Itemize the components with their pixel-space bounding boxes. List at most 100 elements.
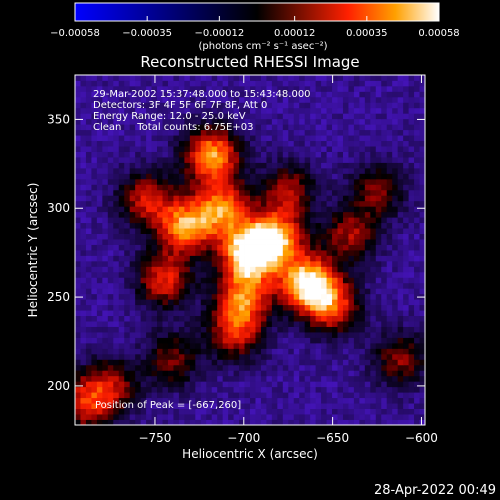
- heatmap-cell: [299, 271, 306, 278]
- heatmap-cell: [195, 337, 202, 344]
- heatmap-cell: [173, 211, 180, 218]
- colorbar-tick-label: −0.00012: [194, 28, 244, 39]
- heatmap-cell: [80, 288, 87, 295]
- heatmap-cell: [102, 195, 109, 202]
- heatmap-cell: [370, 342, 377, 349]
- heatmap-cell: [348, 135, 355, 142]
- heatmap-cell: [310, 277, 317, 284]
- heatmap-cell: [217, 255, 224, 262]
- heatmap-cell: [397, 96, 404, 103]
- heatmap-cell: [321, 239, 327, 245]
- heatmap-cell: [375, 255, 382, 262]
- heatmap-cell: [310, 304, 317, 311]
- heatmap-cell: [315, 310, 322, 317]
- heatmap-cell: [255, 375, 262, 382]
- heatmap-cell: [107, 277, 114, 284]
- heatmap-cell: [397, 102, 404, 109]
- heatmap-cell: [370, 173, 377, 180]
- heatmap-cell: [102, 178, 109, 185]
- heatmap-cell: [135, 228, 142, 234]
- heatmap-cell: [222, 260, 229, 267]
- heatmap-cell: [162, 189, 169, 196]
- heatmap-cell: [189, 102, 196, 109]
- heatmap-cell: [167, 370, 174, 377]
- heatmap-cell: [228, 375, 234, 382]
- heatmap-cell: [348, 91, 355, 98]
- heatmap-cell: [222, 315, 229, 322]
- heatmap-cell: [162, 195, 169, 202]
- heatmap-cell: [233, 250, 240, 256]
- heatmap-cell: [408, 124, 415, 131]
- heatmap-cell: [359, 85, 366, 92]
- heatmap-cell: [162, 332, 169, 338]
- heatmap-cell: [75, 189, 81, 196]
- heatmap-cell: [386, 414, 393, 420]
- heatmap-cell: [146, 271, 152, 278]
- heatmap-cell: [146, 244, 152, 251]
- heatmap-cell: [146, 403, 152, 409]
- heatmap-cell: [370, 293, 377, 300]
- heatmap-cell: [146, 217, 152, 224]
- heatmap-cell: [173, 310, 180, 317]
- heatmap-cell: [255, 195, 262, 202]
- heatmap-cell: [293, 353, 300, 360]
- heatmap-cell: [135, 244, 142, 251]
- heatmap-cell: [102, 381, 109, 388]
- heatmap-cell: [348, 107, 355, 114]
- heatmap-cell: [118, 288, 125, 295]
- heatmap-cell: [392, 206, 399, 213]
- heatmap-cell: [304, 75, 311, 81]
- heatmap-cell: [151, 266, 158, 273]
- heatmap-cell: [342, 293, 349, 300]
- heatmap-cell: [282, 386, 289, 393]
- heatmap-cell: [129, 222, 136, 229]
- heatmap-cell: [310, 151, 317, 158]
- heatmap-cell: [195, 250, 202, 256]
- heatmap-cell: [239, 277, 245, 284]
- heatmap-cell: [102, 96, 109, 103]
- heatmap-cell: [217, 217, 224, 224]
- heatmap-cell: [359, 321, 366, 327]
- heatmap-cell: [386, 151, 393, 158]
- heatmap-cell: [337, 250, 344, 256]
- heatmap-cell: [118, 375, 125, 382]
- heatmap-cell: [304, 408, 311, 415]
- heatmap-cell: [162, 282, 169, 289]
- heatmap-cell: [162, 80, 169, 87]
- heatmap-cell: [293, 310, 300, 317]
- heatmap-cell: [157, 386, 163, 393]
- heatmap-cell: [228, 96, 234, 103]
- heatmap-cell: [80, 91, 87, 98]
- heatmap-cell: [135, 381, 142, 388]
- heatmap-cell: [96, 75, 103, 81]
- heatmap-cell: [348, 397, 355, 404]
- heatmap-cell: [167, 162, 174, 169]
- heatmap-cell: [321, 293, 327, 300]
- heatmap-cell: [184, 408, 191, 415]
- heatmap-cell: [102, 206, 109, 213]
- heatmap-cell: [178, 157, 185, 163]
- heatmap-cell: [381, 184, 388, 191]
- heatmap-cell: [288, 364, 295, 371]
- heatmap-cell: [228, 293, 234, 300]
- heatmap-cell: [211, 85, 218, 92]
- heatmap-cell: [375, 91, 382, 98]
- heatmap-cell: [211, 200, 218, 207]
- heatmap-cell: [408, 244, 415, 251]
- heatmap-cell: [255, 244, 262, 251]
- heatmap-cell: [96, 250, 103, 256]
- heatmap-cell: [162, 364, 169, 371]
- heatmap-cell: [113, 167, 120, 174]
- heatmap-cell: [75, 129, 81, 136]
- heatmap-cell: [266, 326, 273, 333]
- heatmap-cell: [282, 206, 289, 213]
- heatmap-cell: [80, 178, 87, 185]
- heatmap-cell: [102, 211, 109, 218]
- heatmap-cell: [288, 124, 295, 131]
- heatmap-cell: [250, 233, 256, 240]
- heatmap-cell: [146, 222, 152, 229]
- heatmap-cell: [375, 403, 382, 409]
- heatmap-cell: [173, 222, 180, 229]
- heatmap-cell: [96, 167, 103, 174]
- heatmap-cell: [91, 167, 98, 174]
